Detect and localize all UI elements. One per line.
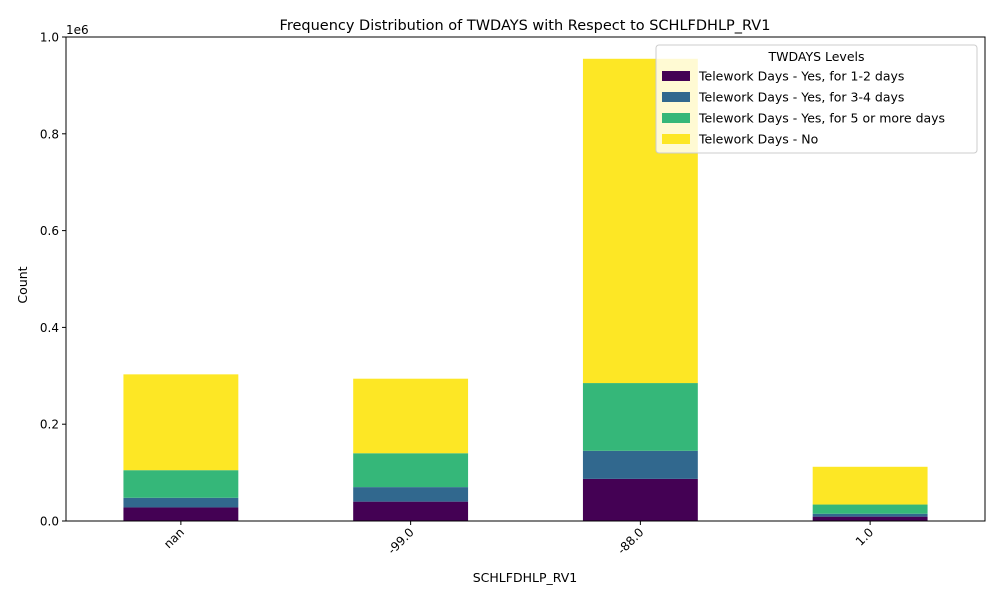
legend-swatch xyxy=(662,92,690,102)
legend-entry: Telework Days - Yes, for 5 or more days xyxy=(698,111,945,126)
x-tick-label: 1.0 xyxy=(853,525,876,548)
legend-entry: Telework Days - Yes, for 1-2 days xyxy=(698,69,904,84)
bar-segment xyxy=(123,497,239,508)
y-tick-label: 0.6 xyxy=(40,224,59,238)
bar-segment xyxy=(582,450,698,479)
legend-box xyxy=(655,44,978,154)
bar-segment xyxy=(582,478,698,521)
legend-swatch xyxy=(662,113,690,123)
y-tick-label: 0.2 xyxy=(40,418,59,432)
y-tick-label: 0.0 xyxy=(40,515,59,529)
legend-entry: Telework Days - Yes, for 3-4 days xyxy=(698,90,904,105)
x-axis-label: SCHLFDHLP_RV1 xyxy=(473,570,578,585)
plot-frame xyxy=(65,36,986,522)
x-tick-label: -99.0 xyxy=(385,525,417,557)
legend: TWDAYS Levels Telework Days - Yes, for 1-… xyxy=(655,44,978,154)
bar-segment xyxy=(353,453,469,488)
y-tick-label: 0.4 xyxy=(40,321,59,335)
bar-segment xyxy=(353,378,469,454)
legend-swatch xyxy=(662,71,690,81)
bar-segment xyxy=(582,383,698,451)
bar-segment xyxy=(812,516,928,521)
bar-segment xyxy=(123,470,239,498)
x-tick-label: -88.0 xyxy=(615,525,647,557)
y-axis-offset-label: 1e6 xyxy=(66,23,89,37)
legend-title: TWDAYS Levels xyxy=(767,49,864,64)
bar-segment xyxy=(123,507,239,521)
y-tick-label: 1.0 xyxy=(40,31,59,45)
bar-segment xyxy=(123,374,239,471)
y-tick-label: 0.8 xyxy=(40,127,59,141)
x-tick-label: nan xyxy=(161,525,187,551)
legend-swatch xyxy=(662,134,690,144)
bar-segment xyxy=(812,504,928,514)
y-axis-label: Count xyxy=(15,266,30,303)
bar-segment xyxy=(812,513,928,517)
bar-segment xyxy=(353,487,469,502)
bar-segment xyxy=(353,501,469,521)
legend-entry: Telework Days - No xyxy=(698,132,818,147)
chart-title: Frequency Distribution of TWDAYS with Re… xyxy=(280,18,771,34)
bar-segment xyxy=(812,466,928,505)
plot-area xyxy=(123,58,928,521)
